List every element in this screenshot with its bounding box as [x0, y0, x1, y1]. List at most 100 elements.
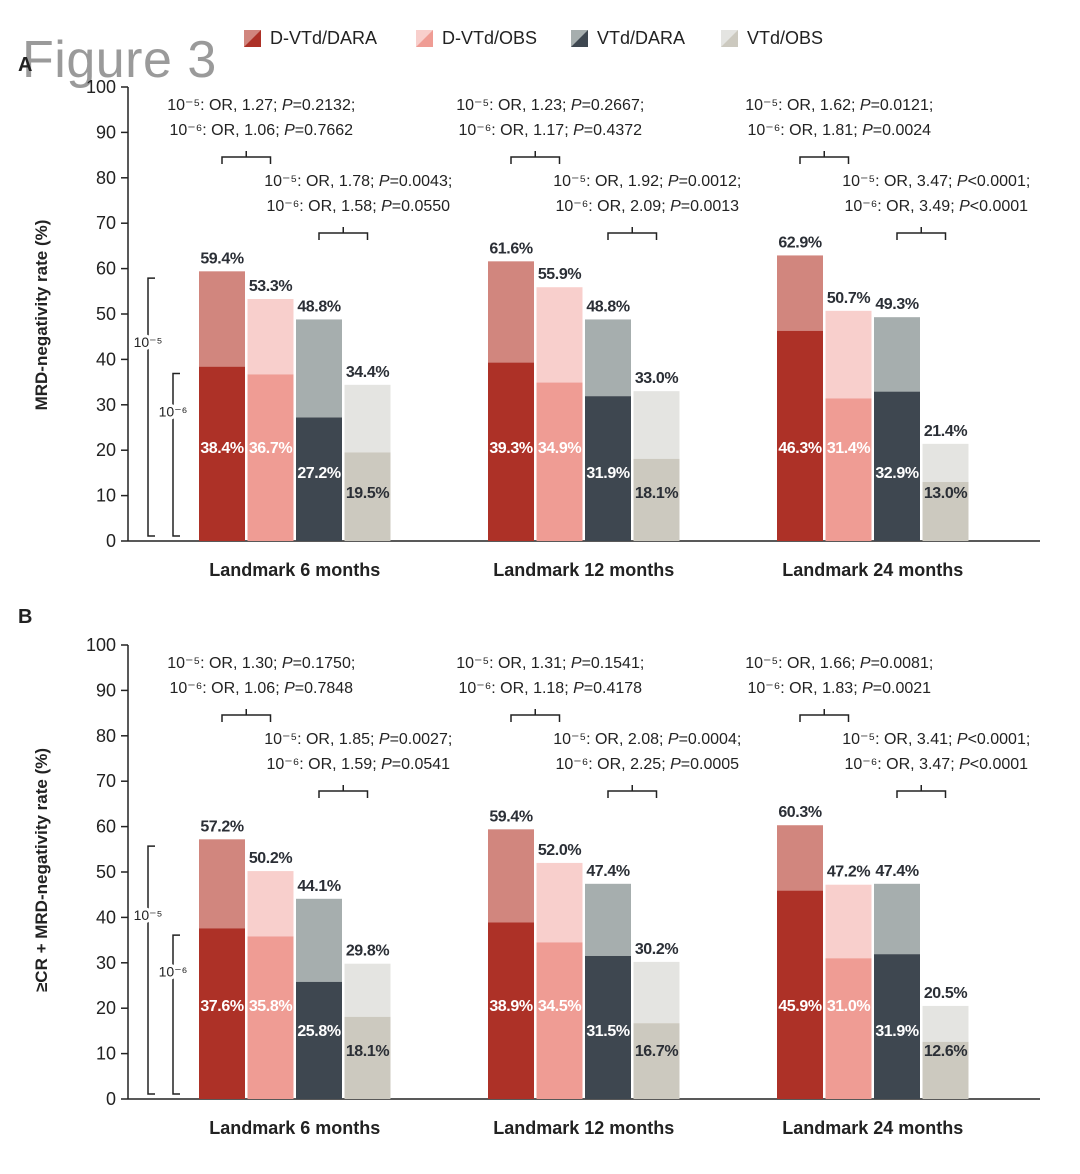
comparison-bracket — [896, 785, 947, 798]
data-label-1e6: 31.9% — [586, 465, 630, 482]
data-label-1e5: 34.4% — [346, 364, 390, 381]
panel-letter-a: A — [18, 54, 33, 76]
y-tick-label: 100 — [86, 77, 116, 97]
comparison-annotation: 10⁻⁵: OR, 3.47; P<0.0001; — [842, 173, 1030, 190]
bracket-inner — [172, 934, 180, 1095]
comparison-bracket — [510, 151, 561, 164]
bar-d-vtd-dara-1e5 — [777, 255, 823, 331]
data-label-1e5: 44.1% — [297, 878, 341, 895]
comparison-annotation: 10⁻⁵: OR, 1.23; P=0.2667; — [456, 97, 644, 114]
y-tick-label: 50 — [96, 304, 116, 324]
comparison-bracket — [510, 709, 561, 722]
comparison-annotation: 10⁻⁵: OR, 1.62; P=0.0121; — [745, 97, 933, 114]
data-label-1e5: 52.0% — [538, 842, 582, 859]
y-tick-label: 100 — [86, 635, 116, 655]
bar-d-vtd-dara-1e5 — [199, 271, 245, 367]
comparison-bracket — [221, 709, 272, 722]
comparison-annotation: 10⁻⁶: OR, 1.06; P=0.7662 — [169, 122, 353, 139]
comparison-annotation: 10⁻⁵: OR, 1.66; P=0.0081; — [745, 655, 933, 672]
legend-item-vtd-obs: VTd/OBS — [721, 28, 823, 49]
data-label-1e5: 53.3% — [249, 278, 293, 295]
bar-d-vtd-obs-1e6 — [825, 398, 872, 541]
comparison-annotation: 10⁻⁶: OR, 2.25; P=0.0005 — [555, 756, 739, 773]
bar-vtd-obs-1e6 — [633, 458, 680, 541]
data-label-1e6: 32.9% — [875, 465, 919, 482]
bar-vtd-dara-1e5 — [296, 898, 342, 982]
legend-label: D-VTd/DARA — [270, 28, 378, 48]
comparison-annotation: 10⁻⁵: OR, 2.08; P=0.0004; — [553, 731, 741, 748]
y-tick-label: 80 — [96, 168, 116, 188]
bar-vtd-obs-1e5 — [922, 1005, 969, 1042]
data-label-1e5: 61.6% — [489, 240, 533, 257]
data-label-1e6: 37.6% — [200, 998, 244, 1015]
bar-d-vtd-dara-1e6 — [199, 366, 245, 541]
bar-d-vtd-dara-1e5 — [488, 261, 534, 363]
bar-vtd-dara-1e6 — [585, 396, 631, 541]
y-tick-label: 10 — [96, 486, 116, 506]
comparison-annotation: 10⁻⁵: OR, 1.30; P=0.1750; — [167, 655, 355, 672]
y-tick-label: 10 — [96, 1044, 116, 1064]
y-tick-label: 40 — [96, 349, 116, 369]
data-label-1e5: 55.9% — [538, 266, 582, 283]
bar-d-vtd-obs-1e6 — [825, 958, 872, 1099]
y-axis-label: MRD-negativity rate (%) — [32, 220, 51, 411]
y-tick-label: 60 — [96, 259, 116, 279]
bar-vtd-dara-1e5 — [874, 317, 920, 392]
legend-item-d-vtd-obs: D-VTd/OBS — [416, 28, 537, 49]
bracket-inner — [172, 372, 180, 537]
comparison-annotation: 10⁻⁵: OR, 1.27; P=0.2132; — [167, 97, 355, 114]
y-tick-label: 80 — [96, 726, 116, 746]
category-label: Landmark 6 months — [209, 1118, 380, 1138]
legend-swatch — [416, 30, 433, 47]
chart-panel-b: 0 10 20 30 40 50 60 70 80 90 100 ≥CR + MRD-negativi… — [32, 635, 1040, 1138]
comparison-annotation: 10⁻⁶: OR, 1.18; P=0.4178 — [458, 680, 642, 697]
legend-label: VTd/DARA — [597, 28, 686, 48]
bar-d-vtd-obs-1e6 — [536, 382, 583, 541]
bar-vtd-dara-1e5 — [585, 883, 631, 956]
category-label: Landmark 12 months — [493, 1118, 674, 1138]
y-tick-label: 20 — [96, 440, 116, 460]
data-label-1e5: 49.3% — [875, 296, 919, 313]
comparison-annotation: 10⁻⁵: OR, 1.92; P=0.0012; — [553, 173, 741, 190]
bar-vtd-dara-1e6 — [874, 954, 920, 1099]
data-label-1e6: 12.6% — [924, 1043, 968, 1060]
legend: D-VTd/DARA D-VTd/OBS VTd/DARA VTd/OBS — [0, 28, 1080, 52]
comparison-bracket — [799, 709, 850, 722]
data-label-1e6: 34.5% — [538, 998, 582, 1015]
comparison-bracket — [799, 151, 850, 164]
bar-vtd-dara-1e5 — [874, 883, 920, 955]
bar-d-vtd-obs-1e5 — [247, 871, 294, 937]
bar-d-vtd-dara-1e5 — [199, 839, 245, 929]
comparison-annotation: 10⁻⁶: OR, 1.81; P=0.0024 — [747, 122, 931, 139]
comparison-bracket — [221, 151, 272, 164]
bar-vtd-obs-1e6 — [922, 481, 969, 541]
legend-label: VTd/OBS — [747, 28, 824, 48]
comparison-annotation: 10⁻⁵: OR, 1.31; P=0.1541; — [456, 655, 644, 672]
data-label-1e5: 50.2% — [249, 850, 293, 867]
comparison-annotation: 10⁻⁶: OR, 3.47; P<0.0001 — [844, 756, 1028, 773]
legend-swatch — [244, 30, 261, 47]
bar-d-vtd-dara-1e5 — [777, 825, 823, 891]
comparison-annotation: 10⁻⁶: OR, 3.49; P<0.0001 — [844, 198, 1028, 215]
comparison-annotation: 10⁻⁵: OR, 1.85; P=0.0027; — [264, 731, 452, 748]
data-label-1e6: 45.9% — [778, 998, 822, 1015]
comparison-annotation: 10⁻⁶: OR, 2.09; P=0.0013 — [555, 198, 739, 215]
bar-d-vtd-obs-1e5 — [536, 862, 583, 943]
data-label-1e6: 25.8% — [297, 1023, 341, 1040]
category-label: Landmark 6 months — [209, 560, 380, 580]
comparison-bracket — [318, 227, 369, 240]
bracket-outer — [147, 845, 155, 1095]
bar-d-vtd-dara-1e6 — [488, 922, 534, 1099]
comparison-annotation: 10⁻⁶: OR, 1.59; P=0.0541 — [266, 756, 450, 773]
data-label-1e6: 19.5% — [346, 485, 390, 502]
bar-d-vtd-obs-1e6 — [536, 942, 583, 1099]
bar-vtd-dara-1e6 — [296, 417, 342, 541]
bar-d-vtd-dara-1e6 — [488, 362, 534, 541]
data-label-1e6: 36.7% — [249, 440, 293, 457]
bar-d-vtd-dara-1e6 — [777, 330, 823, 541]
comparison-annotation: 10⁻⁶: OR, 1.58; P=0.0550 — [266, 198, 450, 215]
data-label-1e6: 13.0% — [924, 485, 968, 502]
data-label-1e6: 46.3% — [778, 440, 822, 457]
y-tick-label: 30 — [96, 395, 116, 415]
data-label-1e5: 59.4% — [489, 808, 533, 825]
